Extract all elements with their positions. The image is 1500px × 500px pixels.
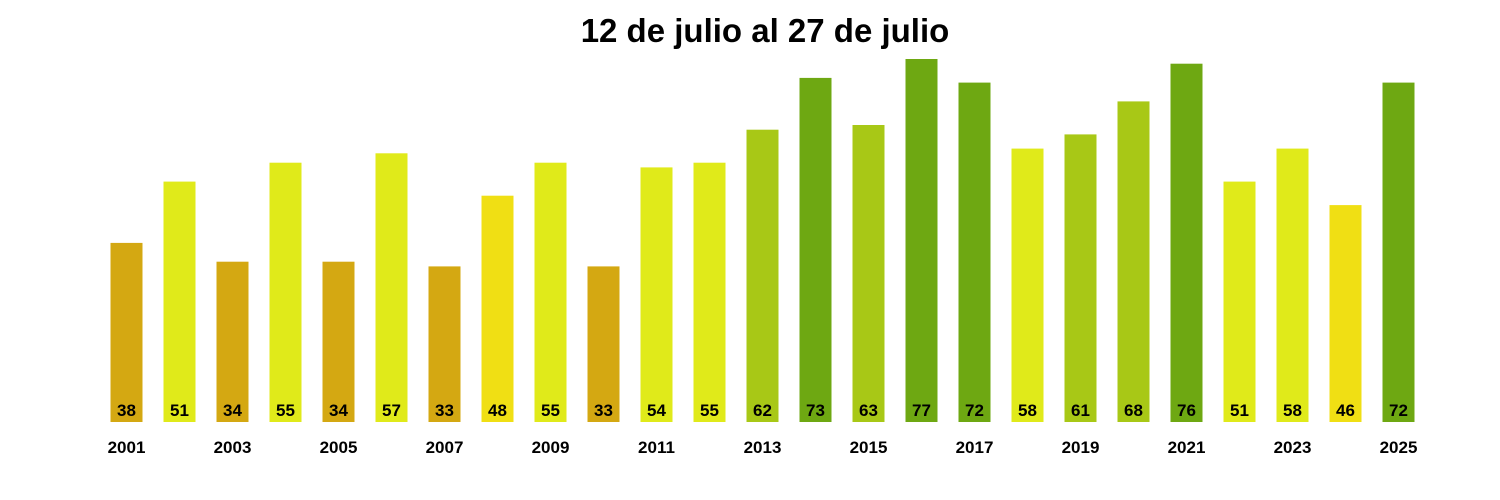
data-label-2006: 57 [382, 401, 401, 420]
data-label-2018: 58 [1018, 401, 1037, 420]
data-label-2020: 68 [1124, 401, 1143, 420]
bar-2021 [1170, 63, 1203, 422]
bar-2005 [322, 261, 355, 422]
x-tick-label-2025: 2025 [1380, 438, 1418, 457]
data-label-2023: 58 [1283, 401, 1302, 420]
data-label-2005: 34 [329, 401, 348, 420]
data-label-2012: 55 [700, 401, 719, 420]
data-label-2007: 33 [435, 401, 454, 420]
data-label-2001: 38 [117, 401, 136, 420]
data-label-2010: 33 [594, 401, 613, 420]
x-tick-label-2007: 2007 [426, 438, 464, 457]
x-tick-label-2015: 2015 [850, 438, 888, 457]
bars-layer [110, 59, 1415, 423]
data-label-2022: 51 [1230, 401, 1249, 420]
x-tick-label-2005: 2005 [320, 438, 358, 457]
x-tick-label-2003: 2003 [214, 438, 252, 457]
data-label-2021: 76 [1177, 401, 1196, 420]
bar-2016 [905, 59, 938, 422]
bar-2023 [1276, 148, 1309, 422]
bar-2012 [693, 162, 726, 422]
bar-2013 [746, 129, 779, 422]
bar-2022 [1223, 181, 1256, 422]
data-label-2004: 55 [276, 401, 295, 420]
bar-2011 [640, 167, 673, 422]
bar-2017 [958, 82, 991, 422]
chart-title: 12 de julio al 27 de julio [580, 12, 950, 49]
data-label-2014: 73 [806, 401, 825, 420]
data-labels-layer: 38 51 34 55 34 57 33 48 55 33 54 55 62 73 63 77 72 58 61 68… [117, 401, 1408, 420]
x-tick-label-2021: 2021 [1168, 438, 1206, 457]
data-label-2019: 61 [1071, 401, 1090, 420]
bar-2025 [1382, 82, 1415, 422]
bar-2001 [110, 242, 143, 422]
x-tick-label-2017: 2017 [956, 438, 994, 457]
data-label-2025: 72 [1389, 401, 1408, 420]
x-tick-label-2011: 2011 [638, 438, 675, 457]
bar-2019 [1064, 134, 1097, 422]
data-label-2013: 62 [753, 401, 772, 420]
bar-2004 [269, 162, 302, 422]
bar-2009 [534, 162, 567, 422]
bar-2014 [799, 77, 832, 423]
x-tick-label-2009: 2009 [532, 438, 570, 457]
data-label-2002: 51 [170, 401, 189, 420]
data-label-2024: 46 [1336, 401, 1355, 420]
bar-2015 [852, 125, 885, 422]
data-label-2011: 54 [647, 401, 666, 420]
x-axis-ticks: 2001 2003 2005 2007 2009 2011 2013 2015 2017 2019… [108, 438, 1418, 457]
data-label-2009: 55 [541, 401, 560, 420]
x-tick-label-2023: 2023 [1274, 438, 1312, 457]
bar-2020 [1117, 101, 1150, 423]
data-label-2016: 77 [912, 401, 931, 420]
x-tick-label-2001: 2001 [108, 438, 146, 457]
data-label-2017: 72 [965, 401, 984, 420]
x-tick-label-2013: 2013 [744, 438, 782, 457]
bar-2007 [428, 266, 461, 422]
bar-2018 [1011, 148, 1044, 422]
bar-2024 [1329, 205, 1362, 422]
data-label-2003: 34 [223, 401, 242, 420]
bar-2008 [481, 195, 514, 422]
bar-2002 [163, 181, 196, 422]
data-label-2008: 48 [488, 401, 507, 420]
x-tick-label-2019: 2019 [1062, 438, 1100, 457]
data-label-2015: 63 [859, 401, 878, 420]
bar-2010 [587, 266, 620, 422]
bar-2006 [375, 153, 408, 423]
bar-2003 [216, 261, 249, 422]
